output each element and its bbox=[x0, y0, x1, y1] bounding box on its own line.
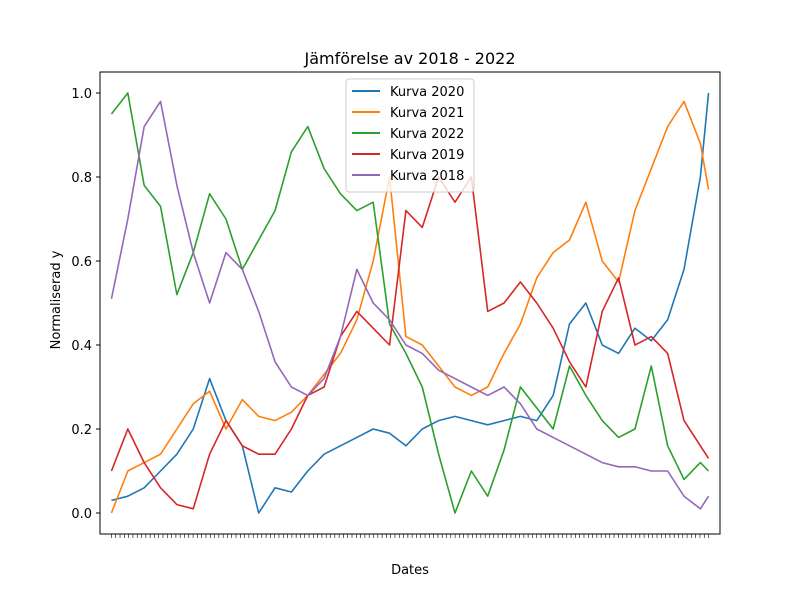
legend: Kurva 2020 Kurva 2021 Kurva 2022 Kurva 2019… bbox=[345, 78, 475, 193]
y-tick-label: 0.6 bbox=[71, 255, 92, 270]
series-line-4 bbox=[110, 100, 710, 510]
series-line-0 bbox=[111, 92, 710, 514]
chart-title: Jämförelse av 2018 - 2022 bbox=[303, 49, 515, 68]
y-tick-label: 1.0 bbox=[71, 87, 92, 102]
plot-frame bbox=[99, 71, 721, 535]
legend-label-1: Kurva 2021 bbox=[390, 106, 464, 121]
y-tick-label: 0.2 bbox=[71, 423, 92, 438]
y-tick-label: 0.4 bbox=[71, 339, 92, 354]
legend-label-3: Kurva 2019 bbox=[390, 148, 464, 163]
series-line-2 bbox=[110, 92, 710, 514]
x-axis-label: Dates bbox=[391, 563, 429, 578]
plot-area: 0.0 0.2 0.4 0.6 0.8 1.0 bbox=[71, 71, 721, 538]
y-tick-label: 0.8 bbox=[71, 171, 92, 186]
y-tick-label: 0.0 bbox=[71, 507, 92, 522]
legend-label-0: Kurva 2020 bbox=[390, 85, 464, 100]
legend-label-2: Kurva 2022 bbox=[390, 127, 464, 142]
series-line-3 bbox=[110, 176, 710, 510]
legend-label-4: Kurva 2018 bbox=[390, 169, 464, 184]
y-axis-label: Normaliserad y bbox=[49, 250, 64, 349]
series-line-1 bbox=[110, 100, 710, 514]
legend-box bbox=[345, 78, 475, 193]
